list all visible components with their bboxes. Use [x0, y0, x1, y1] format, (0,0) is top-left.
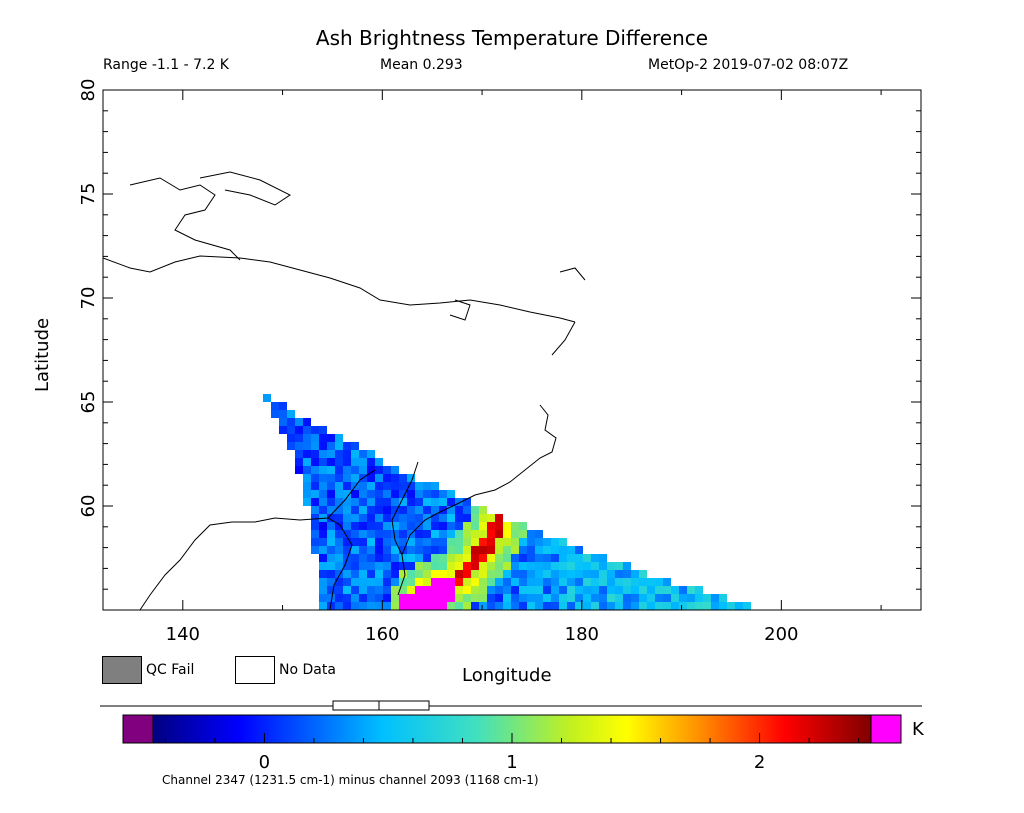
coastline-3 — [391, 461, 419, 556]
y-tick-label-70: 70 — [78, 287, 99, 310]
range-text: Range -1.1 - 7.2 K — [103, 57, 229, 73]
coastline-8 — [199, 171, 291, 206]
colorbar-tick-label-1: 1 — [506, 752, 517, 773]
colorbar-ticks: 0 1 2 — [164, 733, 860, 773]
x-tick-label-180: 180 — [565, 624, 599, 645]
coastline-1 — [551, 321, 576, 356]
plot-frame — [102, 89, 922, 611]
qc-fail-swatch — [102, 656, 142, 684]
x-tick-label-160: 160 — [365, 624, 399, 645]
colorbar-tick-label-2: 2 — [754, 752, 765, 773]
no-data-swatch — [235, 656, 275, 684]
no-data-label: No Data — [279, 662, 336, 678]
colorbar-tick-label-0: 0 — [259, 752, 270, 773]
colorbar-over-swatch — [870, 714, 902, 744]
x-axis-label: Longitude — [462, 665, 552, 686]
coastline-6 — [559, 267, 586, 281]
y-tick-label-60: 60 — [78, 495, 99, 518]
channel-caption: Channel 2347 (1231.5 cm-1) minus channel… — [162, 773, 539, 787]
axes-layer: 140 160 180 200 60 65 70 75 80 — [78, 79, 921, 645]
coastline-0 — [103, 255, 576, 323]
y-axis-label: Latitude — [32, 317, 53, 392]
field-layer — [263, 394, 751, 610]
colorbar-unit: K — [912, 719, 924, 740]
coastline-layer — [103, 171, 586, 610]
y-tick-label-65: 65 — [78, 391, 99, 414]
colorbar-range-marker — [332, 700, 430, 711]
x-tick-label-200: 200 — [764, 624, 798, 645]
qc-fail-label: QC Fail — [146, 662, 195, 678]
y-tick-label-75: 75 — [78, 183, 99, 206]
coastline-2 — [397, 404, 557, 596]
coastline-9 — [449, 299, 471, 321]
coastline-7 — [129, 177, 241, 261]
coastline-5 — [327, 469, 376, 519]
colorbar-under-swatch — [122, 714, 154, 744]
x-tick-label-140: 140 — [166, 624, 200, 645]
y-tick-label-80: 80 — [78, 79, 99, 102]
satellite-time-text: MetOp-2 2019-07-02 08:07Z — [648, 57, 849, 73]
chart-title: Ash Brightness Temperature Difference — [315, 26, 709, 50]
coastline-4 — [139, 517, 353, 610]
mean-text: Mean 0.293 — [380, 57, 463, 73]
